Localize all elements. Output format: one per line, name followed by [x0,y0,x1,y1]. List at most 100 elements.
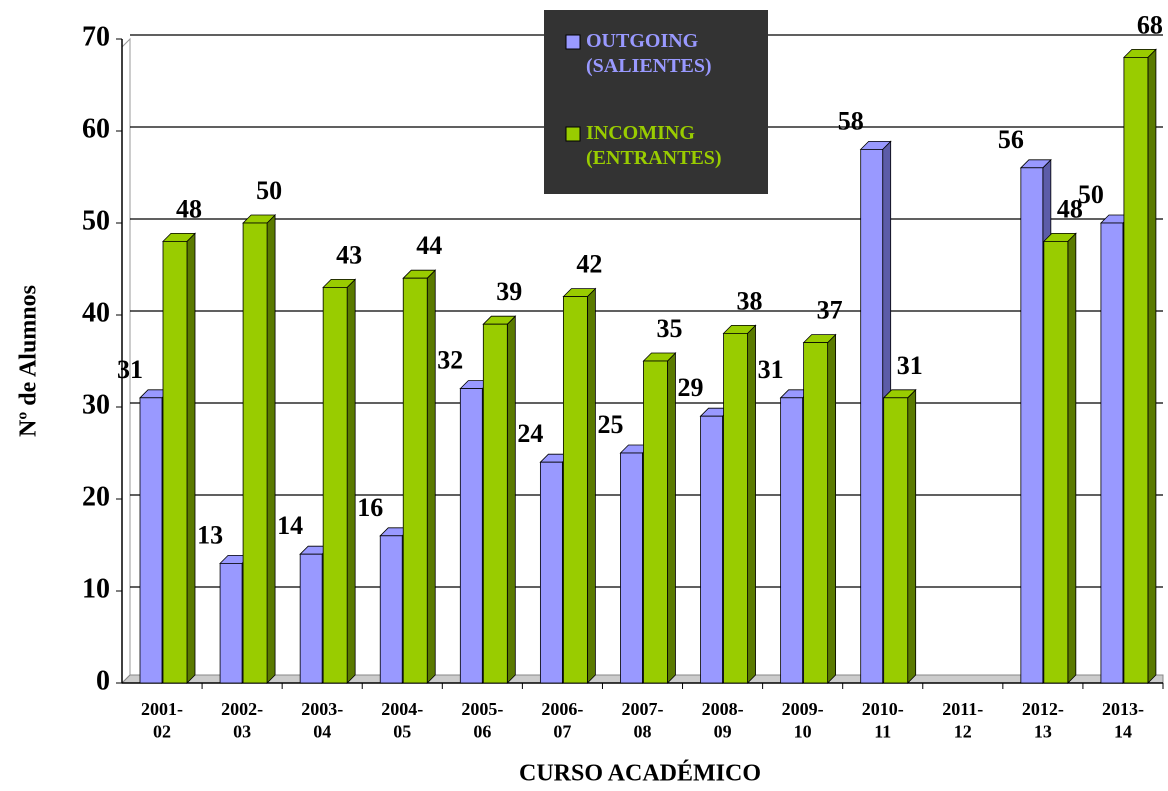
bar [1042,232,1077,684]
x-tick-label: 2006-07 [541,699,583,742]
data-label: 50 [1078,180,1104,209]
bar [722,324,757,684]
bar [562,287,597,684]
x-tick-label: 2012-13 [1022,699,1064,742]
data-label: 31 [117,355,143,384]
y-tick-label: 20 [82,481,110,512]
bar [802,333,837,684]
data-label: 24 [517,419,543,448]
y-axis-title: Nº de Alumnos [16,285,42,437]
y-tick-label: 0 [96,665,110,696]
bar [322,278,357,684]
bar [882,388,917,684]
bar-side [186,232,196,684]
bar-front [242,222,268,684]
bar-front [780,397,804,684]
bar [402,269,437,684]
y-tick-label: 10 [82,573,110,604]
data-label: 13 [197,520,223,549]
bar [242,214,277,684]
bar-side [346,278,356,684]
bar-front [379,535,403,684]
bar-side [506,315,516,684]
bar [642,352,677,684]
data-label: 35 [656,314,682,343]
bar-side [907,388,917,684]
bar-front [482,323,508,684]
bar-front [723,332,748,684]
data-label: 56 [998,125,1024,154]
x-tick-label: 2002-03 [221,699,263,742]
bar-front [1123,57,1149,684]
legend-box [544,10,768,194]
data-label: 16 [357,493,383,522]
x-tick-label: 2007-08 [622,699,664,742]
bar-side [586,287,596,684]
data-label: 68 [1137,10,1163,39]
bar [1122,48,1157,684]
bar-side [1067,232,1077,684]
x-tick-label: 2005-06 [461,699,503,742]
data-label: 42 [576,250,602,279]
bar-front [139,397,163,684]
bar-front [322,286,348,684]
x-tick-label: 2011-12 [942,699,983,742]
data-label: 43 [336,240,362,269]
y-tick-label: 60 [82,113,110,144]
bar-side [827,333,837,684]
x-tick-label: 2009-10 [782,699,824,742]
bar-front [803,342,829,684]
bar-front [643,360,668,684]
bar-side [426,269,436,684]
data-label: 58 [838,106,864,135]
bar-front [539,461,563,684]
data-label: 39 [496,277,522,306]
data-label: 31 [897,351,923,380]
bar-front [219,563,243,684]
bar-front [402,277,428,684]
bar-side [667,352,676,684]
y-tick-label: 40 [82,297,110,328]
y-tick-label: 70 [82,21,110,52]
x-tick-label: 2001-02 [141,699,183,742]
bar-front [562,296,588,684]
bar-front [162,240,188,684]
legend-swatch [565,34,581,50]
bar-front [700,415,723,684]
x-tick-label: 2004-05 [381,699,423,742]
data-label: 38 [737,286,763,315]
legend-label: OUTGOING (SALIENTES) [586,30,712,77]
bar-side [266,214,276,684]
bar-front [1100,222,1124,684]
bar [482,315,517,684]
legend-label: INCOMING (ENTRANTES) [586,122,722,169]
bar-front [620,452,643,684]
x-axis-title: CURSO ACADÉMICO [519,761,761,787]
data-label: 44 [416,231,442,260]
bar [162,232,196,684]
x-tick-label: 2010-11 [862,699,904,742]
data-label: 37 [817,296,843,325]
x-tick-label: 2013-14 [1102,699,1144,742]
bar-front [1020,167,1044,684]
data-label: 48 [1057,194,1083,223]
bar-front [1043,240,1069,684]
data-label: 50 [256,176,282,205]
data-label: 14 [277,511,303,540]
data-label: 32 [437,346,463,375]
bar-side [747,324,756,684]
data-label: 48 [176,194,202,223]
data-label: 31 [758,355,784,384]
x-tick-label: 2003-04 [301,699,343,742]
legend-swatch [565,126,581,142]
bar-front [883,397,909,684]
data-label: 25 [597,410,623,439]
bar-side [1147,48,1157,684]
bar-front [299,553,323,684]
bar-front [860,148,884,684]
data-label: 29 [678,373,704,402]
x-tick-label: 2008-09 [702,699,744,742]
y-tick-label: 30 [82,389,110,420]
bar-front [459,388,483,684]
